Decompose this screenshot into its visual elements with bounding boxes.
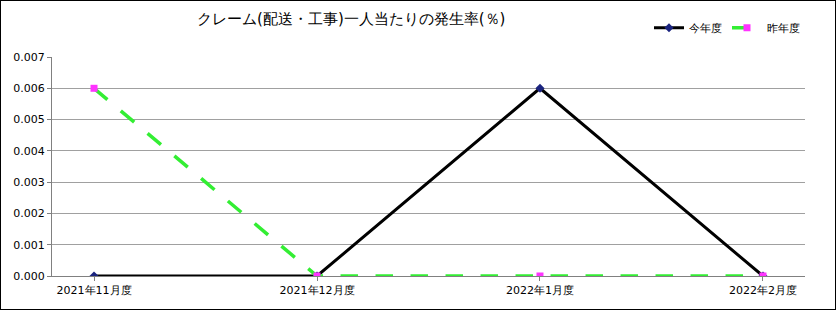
svg-text:2022年2月度: 2022年2月度 — [729, 284, 797, 297]
svg-text:0.007: 0.007 — [13, 51, 45, 64]
svg-text:0.005: 0.005 — [13, 113, 45, 126]
svg-text:2021年12月度: 2021年12月度 — [280, 284, 355, 297]
svg-text:0.001: 0.001 — [13, 239, 45, 252]
svg-text:0.006: 0.006 — [13, 82, 45, 95]
svg-text:0.004: 0.004 — [13, 145, 45, 158]
svg-text:今年度: 今年度 — [689, 22, 722, 35]
svg-text:0.003: 0.003 — [13, 176, 45, 189]
svg-text:2021年11月度: 2021年11月度 — [57, 284, 132, 297]
svg-text:昨年度: 昨年度 — [767, 22, 800, 35]
svg-text:0.002: 0.002 — [13, 207, 45, 220]
svg-text:0.000: 0.000 — [13, 270, 45, 283]
svg-text:クレーム(配送・工事)一人当たりの発生率(％): クレーム(配送・工事)一人当たりの発生率(％) — [197, 10, 505, 28]
svg-text:2022年1月度: 2022年1月度 — [506, 284, 574, 297]
